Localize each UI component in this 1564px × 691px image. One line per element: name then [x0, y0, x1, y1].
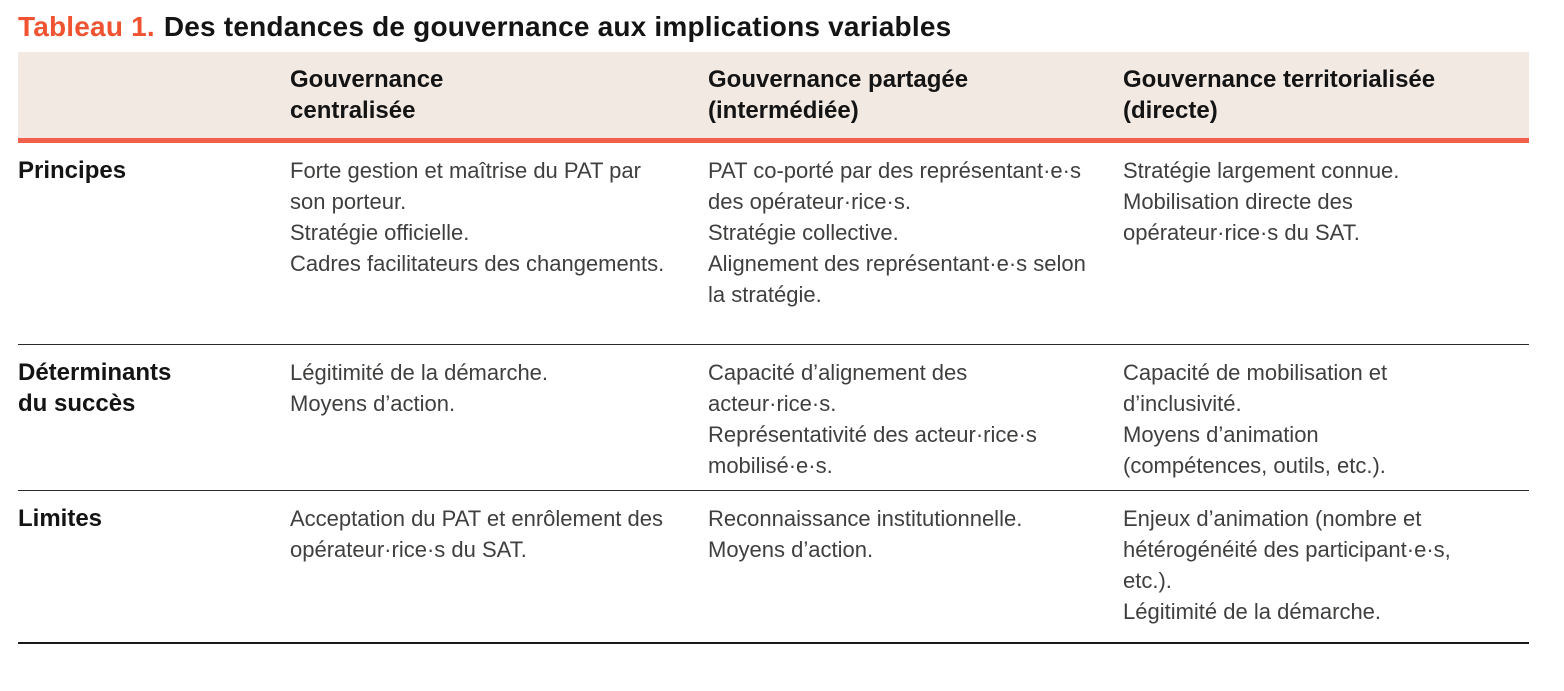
cell-limites-centralisee: Acceptation du PAT et enrôlement des opé… — [290, 506, 664, 562]
header-gouvernance-territorialisee: Gouvernance territorialisée (directe) — [1123, 66, 1436, 124]
table-row-principes: Principes Forte gestion et maîtrise du P… — [18, 143, 1529, 344]
header-gouvernance-partagee: Gouvernance partagée (intermédiée) — [708, 66, 969, 124]
row-label-principes: Principes — [18, 157, 127, 184]
header-gouvernance-centralisee: Gouvernance centralisée — [290, 66, 444, 124]
cell-limites-territorialisee: Enjeux d’animation (nombre et hétérogéné… — [1123, 506, 1451, 624]
row-label-determinants-du-succes: Déterminants du succès — [18, 359, 172, 417]
table-number-label: Tableau 1. — [18, 11, 155, 42]
document-page: Tableau 1. Des tendances de gouvernance a… — [18, 10, 1564, 644]
row-label-limites: Limites — [18, 505, 103, 532]
cell-principes-territorialisee: Stratégie largement connue. Mobilisation… — [1123, 158, 1400, 245]
table-title-text: Des tendances de gouvernance aux implica… — [163, 11, 952, 42]
cell-principes-centralisee: Forte gestion et maîtrise du PAT par son… — [290, 158, 665, 276]
cell-determinants-territorialisee: Capacité de mobilisation et d’inclusivit… — [1123, 360, 1388, 478]
governance-table: Gouvernance centralisée Gouvernance part… — [18, 52, 1529, 644]
table-title: Tableau 1. Des tendances de gouvernance a… — [18, 10, 1564, 44]
cell-determinants-partagee: Capacité d’alignement des acteur·rice·s.… — [708, 360, 1037, 478]
cell-limites-partagee: Reconnaissance institutionnelle. Moyens … — [708, 506, 1023, 562]
cell-principes-partagee: PAT co-porté par des représentant·e·s de… — [708, 158, 1086, 307]
cell-determinants-centralisee: Légitimité de la démarche. Moyens d’acti… — [290, 360, 549, 416]
table-header-row: Gouvernance centralisée Gouvernance part… — [18, 52, 1529, 138]
table-row-limites: Limites Acceptation du PAT et enrôlement… — [18, 490, 1529, 642]
table-row-determinants-du-succes: Déterminants du succès Légitimité de la … — [18, 344, 1529, 490]
header-accent-rule — [18, 138, 1529, 143]
